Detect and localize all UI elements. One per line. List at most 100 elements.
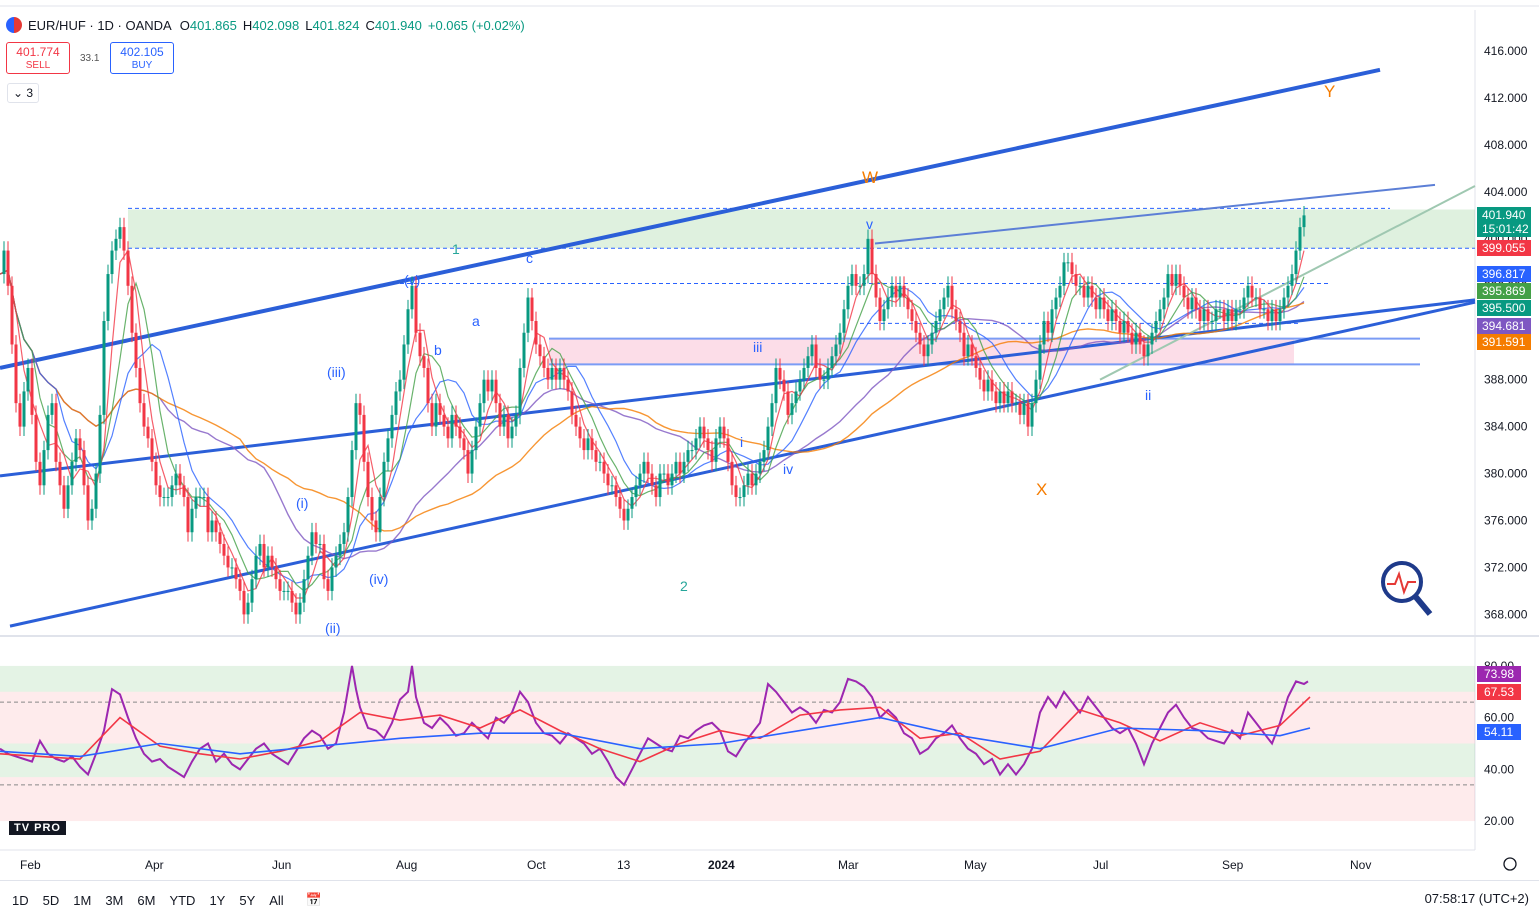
candle-body: [694, 438, 698, 451]
rsi-series-2: [0, 716, 1311, 758]
tf-all[interactable]: All: [269, 892, 284, 908]
candle-body: [758, 461, 762, 474]
candle-body: [910, 309, 914, 321]
tf-1m[interactable]: 1M: [73, 892, 92, 908]
calendar-icon[interactable]: 📅: [305, 892, 322, 907]
wave-label: (iv): [369, 571, 388, 587]
moving-average-1: [0, 269, 1305, 532]
candle-body: [670, 473, 674, 486]
candle-body: [562, 367, 566, 380]
buy-button[interactable]: 402.105 BUY: [110, 42, 174, 74]
tf-1d[interactable]: 1D: [12, 892, 29, 908]
candle-body: [498, 403, 502, 427]
price-tick-label: 368.000: [1484, 607, 1528, 621]
candle-body: [422, 356, 426, 368]
candle-body: [714, 438, 718, 462]
candle-body: [22, 391, 26, 427]
candle-body: [1090, 285, 1094, 298]
candle-body: [526, 297, 530, 333]
tf-ytd[interactable]: YTD: [169, 892, 196, 908]
price-tick-label: 376.000: [1484, 514, 1528, 528]
candle-body: [222, 543, 226, 556]
candle-body: [398, 379, 402, 392]
tf-6m[interactable]: 6M: [137, 892, 156, 908]
time-tick-label: Feb: [20, 858, 41, 872]
candle-body: [950, 285, 954, 310]
rsi-lower-red-band: [0, 777, 1475, 822]
candle-body: [466, 450, 470, 474]
moving-average-0: [0, 269, 1305, 560]
rsi-badge: [1477, 666, 1521, 682]
price-badge: [1477, 300, 1531, 316]
candle-body: [418, 332, 422, 357]
candle-body: [566, 379, 570, 392]
candle-body: [246, 602, 250, 615]
candle-body: [730, 461, 734, 486]
tf-1y[interactable]: 1Y: [209, 892, 226, 908]
candle-body: [1026, 403, 1030, 427]
tf-5d[interactable]: 5D: [42, 892, 60, 908]
candle-body: [442, 414, 446, 427]
wave-label: X: [1036, 480, 1047, 499]
candle-body: [1070, 262, 1074, 275]
candle-body: [810, 344, 814, 357]
candle-body: [410, 285, 414, 310]
candle-body: [174, 473, 178, 486]
candle-body: [598, 461, 602, 463]
wave-label: (iii): [327, 364, 346, 380]
clock[interactable]: 07:58:17 (UTC+2): [1424, 891, 1529, 906]
candle-body: [70, 461, 74, 486]
candle-body: [474, 426, 478, 451]
wave-label: c: [526, 250, 533, 266]
candle-body: [770, 403, 774, 427]
candle-body: [1234, 309, 1238, 321]
candle-body: [866, 238, 870, 275]
candle-body: [926, 344, 930, 357]
sell-price: 401.774: [16, 45, 60, 59]
candle-body: [166, 497, 170, 499]
candle-body: [402, 344, 406, 380]
chevron-down-icon: ⌄: [12, 86, 24, 100]
sell-button[interactable]: 401.774 SELL: [6, 42, 70, 74]
candle-body: [162, 497, 166, 499]
candle-body: [970, 344, 974, 357]
candle-body: [446, 426, 450, 439]
price-badge: [1477, 266, 1531, 282]
tf-5y[interactable]: 5Y: [239, 892, 256, 908]
candle-body: [470, 450, 474, 474]
candle-body: [602, 461, 606, 474]
rsi-tick-label: 60.00: [1484, 711, 1514, 725]
candle-body: [414, 285, 418, 333]
candle-body: [702, 426, 706, 439]
candle-body: [270, 555, 274, 568]
candle-body: [762, 450, 766, 462]
indicator-toggle[interactable]: ⌄ 3: [7, 83, 39, 103]
candle-body: [726, 438, 730, 462]
candle-body: [1158, 309, 1162, 321]
candle-body: [130, 285, 134, 333]
candle-body: [238, 579, 242, 591]
candle-body: [1274, 309, 1278, 321]
candle-body: [394, 391, 398, 415]
symbol-title[interactable]: EUR/HUF · 1D · OANDA: [28, 17, 172, 33]
candle-body: [710, 450, 714, 462]
candle-body: [230, 567, 234, 569]
candle-body: [1154, 321, 1158, 333]
candle-body: [1014, 403, 1018, 405]
candle-body: [1286, 285, 1290, 298]
rsi-badge: [1477, 724, 1521, 740]
settings-gear-icon: [1503, 857, 1517, 871]
wave-label: W: [862, 168, 878, 187]
tf-3m[interactable]: 3M: [105, 892, 124, 908]
candle-body: [974, 356, 978, 368]
candle-body: [142, 403, 146, 427]
candle-body: [898, 285, 902, 298]
candle-body: [226, 555, 230, 568]
candle-body: [1194, 297, 1198, 310]
rsi-badge: [1477, 684, 1521, 700]
candle-body: [186, 497, 190, 533]
candle-body: [1198, 309, 1202, 321]
candle-body: [842, 309, 846, 333]
candle-body: [458, 426, 462, 439]
